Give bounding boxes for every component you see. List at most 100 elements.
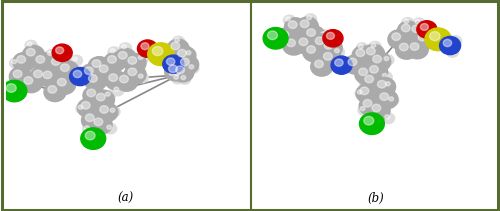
Circle shape xyxy=(286,39,296,47)
Circle shape xyxy=(108,56,116,63)
Circle shape xyxy=(288,21,297,28)
Circle shape xyxy=(360,107,365,111)
Circle shape xyxy=(187,63,199,73)
Circle shape xyxy=(358,105,370,115)
Circle shape xyxy=(263,28,288,49)
Circle shape xyxy=(413,18,425,28)
Circle shape xyxy=(52,58,60,65)
Circle shape xyxy=(174,71,180,76)
Circle shape xyxy=(402,24,410,32)
Circle shape xyxy=(368,101,390,120)
Circle shape xyxy=(100,106,108,113)
Circle shape xyxy=(334,59,343,66)
Circle shape xyxy=(356,84,378,103)
Circle shape xyxy=(174,75,178,79)
Circle shape xyxy=(358,90,362,94)
Circle shape xyxy=(372,104,380,112)
Circle shape xyxy=(404,19,408,23)
Circle shape xyxy=(110,49,115,53)
Circle shape xyxy=(380,93,388,100)
Circle shape xyxy=(323,30,343,47)
Circle shape xyxy=(332,47,344,57)
Circle shape xyxy=(20,74,42,93)
Circle shape xyxy=(369,52,391,71)
Circle shape xyxy=(310,57,332,76)
Circle shape xyxy=(94,118,103,126)
Circle shape xyxy=(13,70,22,78)
Circle shape xyxy=(348,58,357,66)
Text: (b): (b) xyxy=(367,192,384,205)
Circle shape xyxy=(114,87,118,91)
Circle shape xyxy=(180,58,190,66)
Circle shape xyxy=(167,39,189,58)
Circle shape xyxy=(355,88,367,99)
Circle shape xyxy=(172,73,183,84)
Circle shape xyxy=(138,40,158,57)
Circle shape xyxy=(362,44,384,63)
Circle shape xyxy=(362,79,366,83)
Circle shape xyxy=(44,83,66,101)
Circle shape xyxy=(306,16,312,20)
Circle shape xyxy=(136,72,148,83)
Circle shape xyxy=(186,51,191,55)
Circle shape xyxy=(56,61,78,80)
Circle shape xyxy=(363,99,372,107)
Circle shape xyxy=(452,38,456,42)
Circle shape xyxy=(406,40,428,59)
Circle shape xyxy=(148,43,174,66)
Circle shape xyxy=(276,28,298,47)
Circle shape xyxy=(82,124,94,134)
Circle shape xyxy=(70,55,83,66)
Circle shape xyxy=(314,60,324,68)
Circle shape xyxy=(104,123,117,134)
Text: (a): (a) xyxy=(118,192,134,205)
Circle shape xyxy=(76,103,88,114)
Circle shape xyxy=(88,57,110,76)
Circle shape xyxy=(10,58,22,68)
Circle shape xyxy=(24,77,32,84)
Circle shape xyxy=(138,74,143,78)
Circle shape xyxy=(360,78,372,88)
Circle shape xyxy=(48,51,52,55)
Circle shape xyxy=(364,116,374,125)
Circle shape xyxy=(58,78,66,86)
Circle shape xyxy=(92,90,114,109)
Circle shape xyxy=(46,50,58,60)
Circle shape xyxy=(25,40,37,51)
Circle shape xyxy=(358,45,364,49)
Circle shape xyxy=(386,82,390,86)
Circle shape xyxy=(440,37,460,55)
Circle shape xyxy=(319,30,331,40)
Circle shape xyxy=(13,53,35,72)
Circle shape xyxy=(359,68,368,76)
Circle shape xyxy=(324,53,332,60)
Circle shape xyxy=(114,49,136,68)
Circle shape xyxy=(78,99,100,118)
Circle shape xyxy=(181,76,186,80)
Circle shape xyxy=(108,107,120,117)
Circle shape xyxy=(170,71,174,76)
Circle shape xyxy=(284,18,306,37)
Circle shape xyxy=(136,54,148,64)
Circle shape xyxy=(417,21,437,38)
Circle shape xyxy=(304,14,316,24)
Circle shape xyxy=(344,55,366,74)
Circle shape xyxy=(43,71,52,79)
Circle shape xyxy=(320,38,342,58)
Circle shape xyxy=(172,36,184,47)
Circle shape xyxy=(141,43,149,50)
Circle shape xyxy=(392,33,400,41)
Circle shape xyxy=(412,25,420,33)
Circle shape xyxy=(2,80,27,102)
Circle shape xyxy=(331,56,352,74)
Circle shape xyxy=(369,41,381,52)
Circle shape xyxy=(295,35,317,54)
Circle shape xyxy=(376,90,398,109)
Circle shape xyxy=(420,23,428,30)
Circle shape xyxy=(356,43,368,53)
Circle shape xyxy=(296,17,318,36)
Circle shape xyxy=(366,47,375,55)
Circle shape xyxy=(107,125,112,129)
Circle shape xyxy=(402,18,413,28)
Circle shape xyxy=(116,72,138,91)
